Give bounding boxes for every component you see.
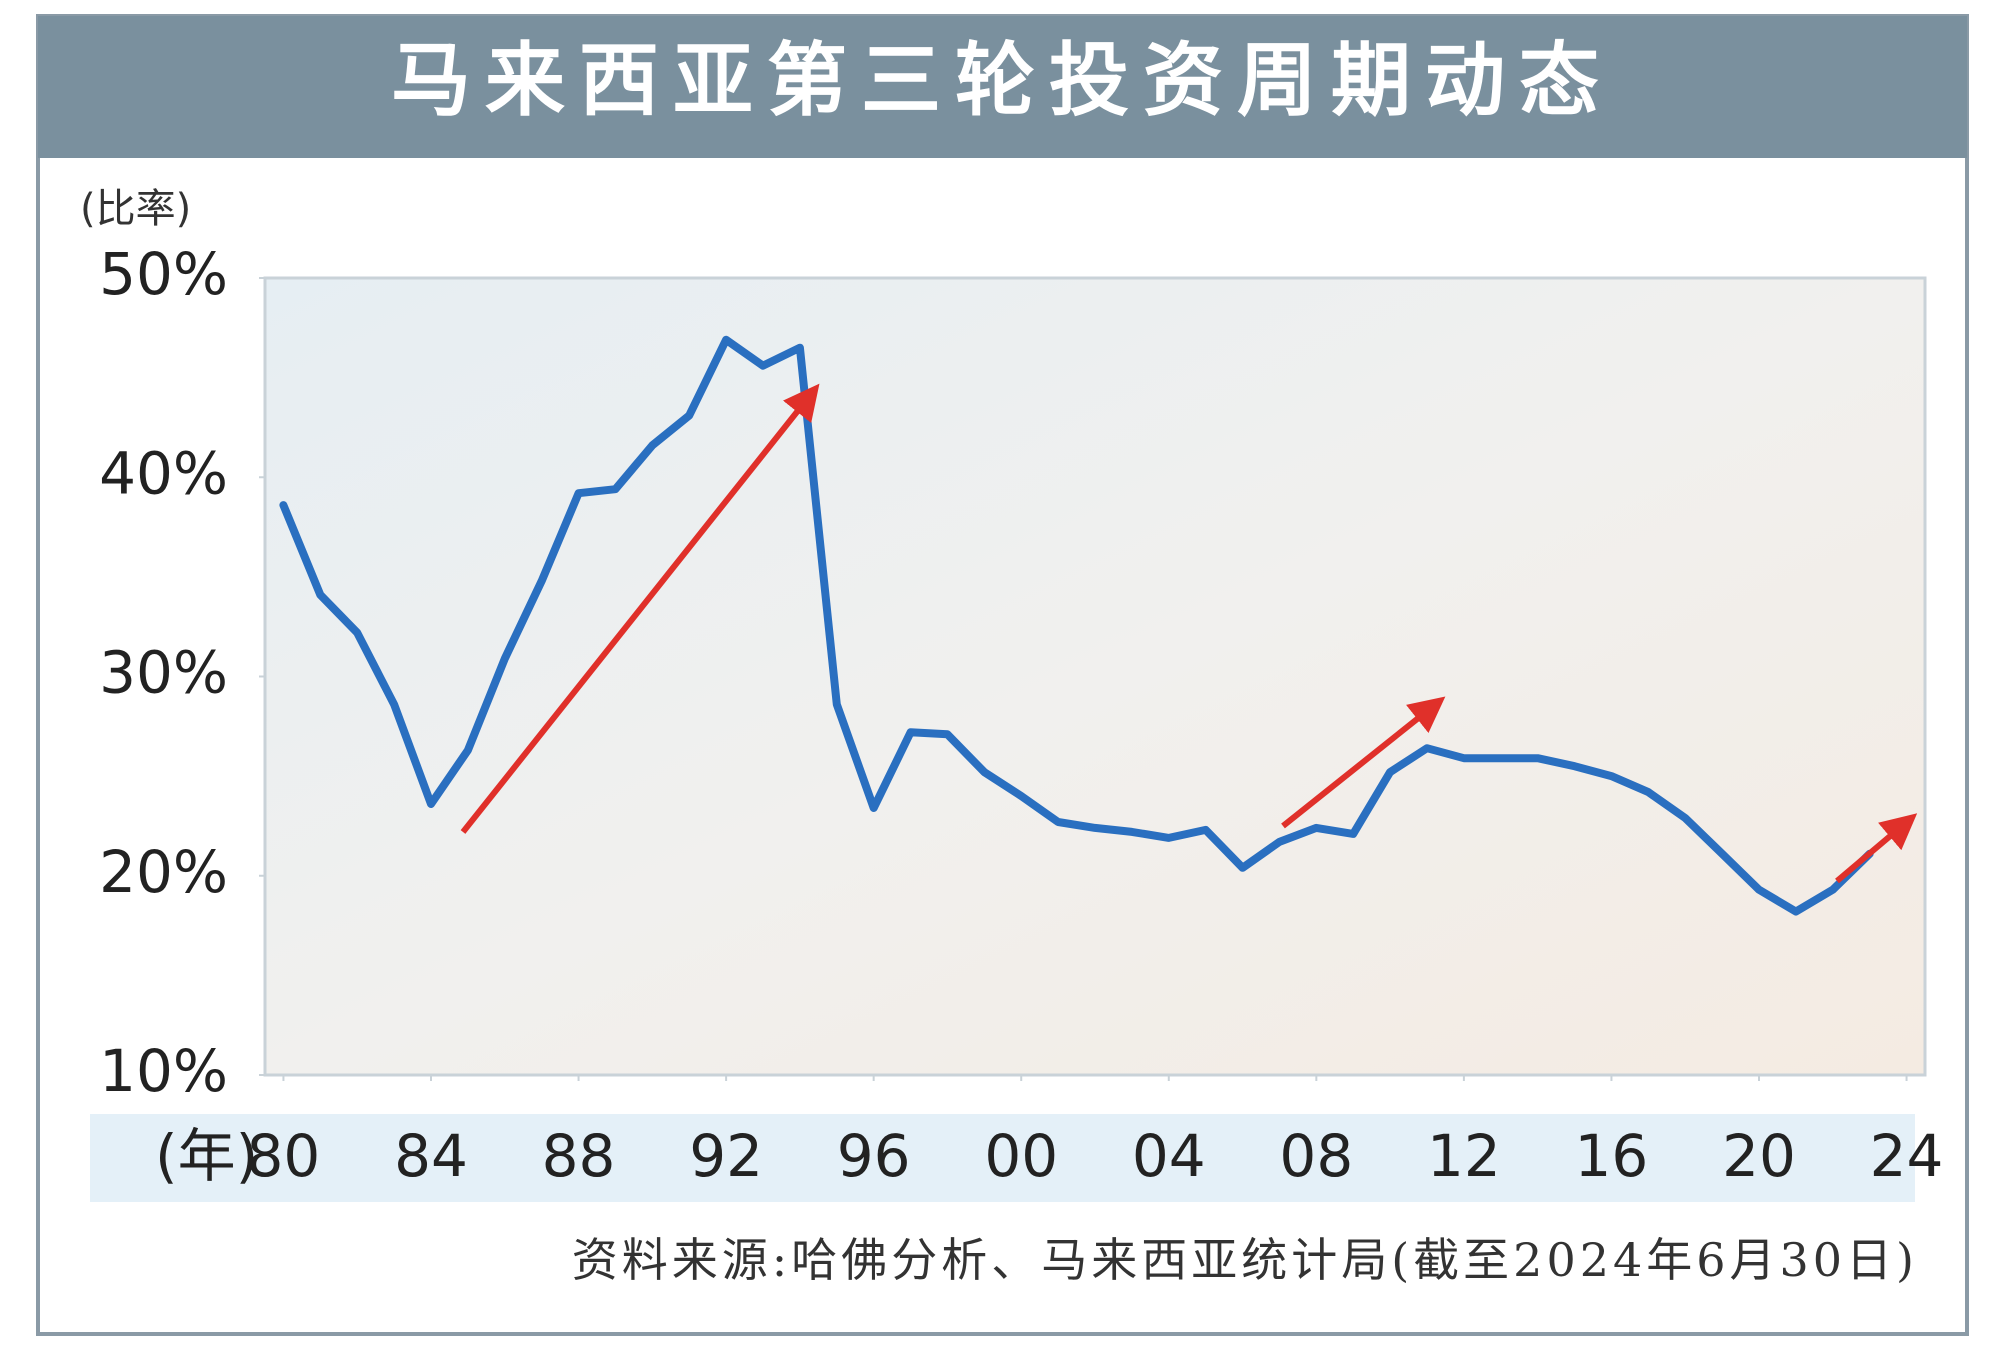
header xyxy=(38,16,1967,158)
plot-area xyxy=(263,276,1927,1077)
y-tick-label: 40% xyxy=(99,439,228,507)
x-tick-label: 80 xyxy=(247,1122,321,1190)
y-tick-label: 10% xyxy=(99,1037,228,1105)
x-tick-label: 04 xyxy=(1132,1122,1206,1190)
x-label-strip xyxy=(90,1114,1915,1202)
chart-title: 马来西亚第三轮投资周期动态 xyxy=(391,34,1613,127)
x-tick-label: 92 xyxy=(689,1122,763,1190)
data-line xyxy=(279,335,1874,916)
trend-arrow xyxy=(1835,813,1918,884)
x-tick-label: 84 xyxy=(394,1122,468,1190)
x-tick-label: 16 xyxy=(1575,1122,1649,1190)
y-tick-label: 20% xyxy=(99,838,228,906)
x-tick-label: 12 xyxy=(1427,1122,1501,1190)
y-tick-label: 30% xyxy=(99,639,228,707)
x-tick-label: 88 xyxy=(542,1122,616,1190)
y-axis-label: (比率) xyxy=(80,186,191,232)
x-tick-label: 08 xyxy=(1279,1122,1353,1190)
x-axis-label: (年) xyxy=(155,1122,258,1190)
x-tick-label: 24 xyxy=(1870,1122,1944,1190)
x-tick-label: 96 xyxy=(837,1122,911,1190)
x-tick-label: 20 xyxy=(1722,1122,1796,1190)
trend-arrow xyxy=(460,383,820,834)
y-tick-label: 50% xyxy=(99,240,228,308)
x-tick-label: 00 xyxy=(984,1122,1058,1190)
trend-arrow xyxy=(1281,696,1446,829)
source-note: 资料来源:哈佛分析、马来西亚统计局(截至2024年6月30日) xyxy=(572,1233,1918,1287)
